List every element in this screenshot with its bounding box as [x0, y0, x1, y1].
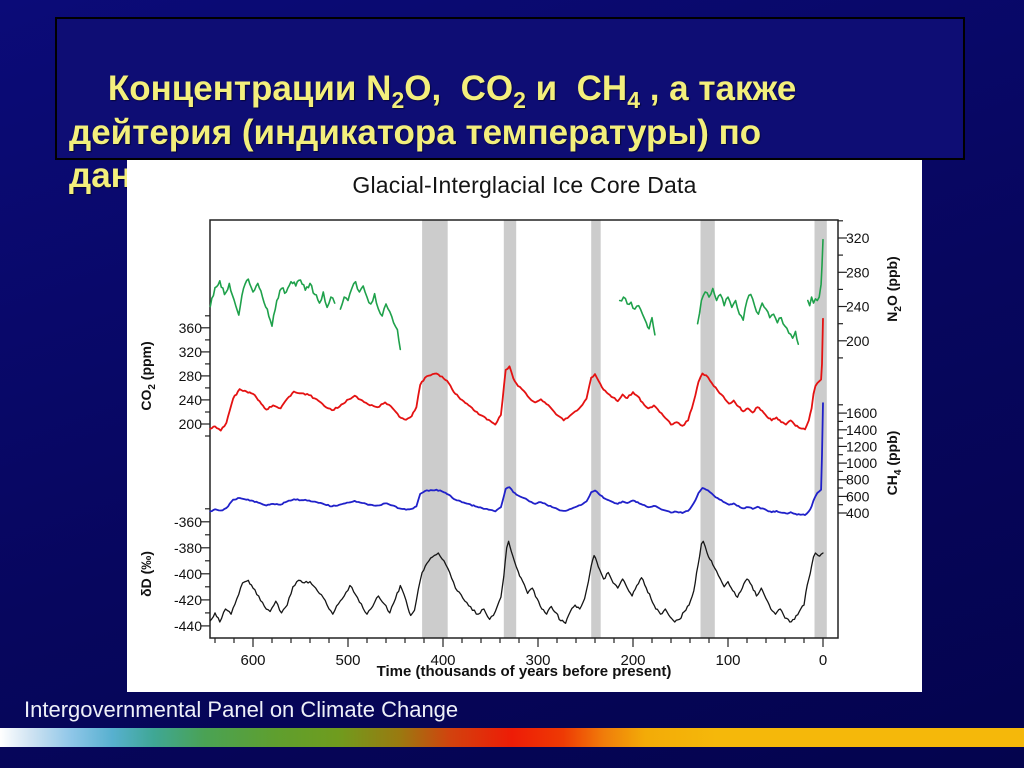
series-n2o [339, 280, 402, 351]
svg-text:360: 360 [179, 320, 203, 336]
svg-text:-400: -400 [174, 566, 202, 582]
svg-text:-420: -420 [174, 592, 202, 608]
svg-text:240: 240 [179, 392, 203, 408]
co2-axis-labels: 360 320 280 240 200 [179, 320, 203, 432]
interglacial-bands [422, 220, 827, 638]
ch4-axis-ticks [838, 404, 847, 514]
series-n2o [618, 296, 656, 336]
footer-text: Intergovernmental Panel on Climate Chang… [24, 697, 459, 722]
svg-text:-440: -440 [174, 618, 202, 634]
chart-title: Glacial-Interglacial Ice Core Data [352, 172, 697, 198]
x-axis-labels: 600 500 400 300 200 100 0 [240, 652, 827, 669]
dd-axis-ticks [201, 508, 210, 627]
n2o-axis-ticks [838, 220, 847, 359]
svg-text:1000: 1000 [846, 455, 877, 471]
co2-axis-ticks [201, 315, 210, 437]
series-dd [209, 540, 824, 624]
n2o-axis-title: N2O (ppb) [884, 256, 904, 321]
svg-text:1200: 1200 [846, 438, 877, 454]
x-axis-ticks [214, 638, 824, 647]
svg-text:400: 400 [846, 505, 870, 521]
svg-text:320: 320 [846, 230, 870, 246]
svg-text:-360: -360 [174, 514, 202, 530]
svg-text:100: 100 [715, 652, 740, 669]
svg-text:200: 200 [179, 416, 203, 432]
svg-text:600: 600 [240, 652, 265, 669]
series-ch4 [209, 402, 824, 516]
svg-text:800: 800 [846, 472, 870, 488]
series-co2 [209, 317, 824, 432]
ch4-axis-title: CH4 (ppb) [884, 431, 904, 496]
x-axis-title: Time (thousands of years before present) [377, 663, 672, 680]
n2o-axis-labels: 320 280 240 200 [846, 230, 870, 349]
svg-text:320: 320 [179, 344, 203, 360]
svg-text:280: 280 [846, 264, 870, 280]
series-n2o [209, 278, 336, 327]
slide-title: Концентрации N2O, CO2 и CH4 , а также де… [55, 17, 965, 195]
svg-text:200: 200 [846, 333, 870, 349]
plot-frame [209, 219, 839, 639]
svg-text:300: 300 [525, 652, 550, 669]
rainbow-divider [0, 728, 1024, 747]
svg-text:0: 0 [819, 652, 827, 669]
series-n2o [807, 238, 824, 307]
svg-text:500: 500 [335, 652, 360, 669]
svg-text:240: 240 [846, 299, 870, 315]
svg-text:1600: 1600 [846, 405, 877, 421]
svg-text:200: 200 [620, 652, 645, 669]
chart-panel: 600 500 400 300 200 100 0 Time (thousands of ye… [127, 160, 922, 692]
svg-text:400: 400 [430, 652, 455, 669]
co2-axis-title: CO2 (ppm) [138, 341, 158, 410]
series-n2o [696, 287, 800, 345]
svg-text:600: 600 [846, 488, 870, 504]
svg-text:1400: 1400 [846, 422, 877, 438]
svg-text:-380: -380 [174, 540, 202, 556]
dd-axis-labels: -360 -380 -400 -420 -440 [174, 514, 202, 634]
dd-axis-title: δD (‰) [138, 551, 154, 597]
svg-text:280: 280 [179, 368, 203, 384]
